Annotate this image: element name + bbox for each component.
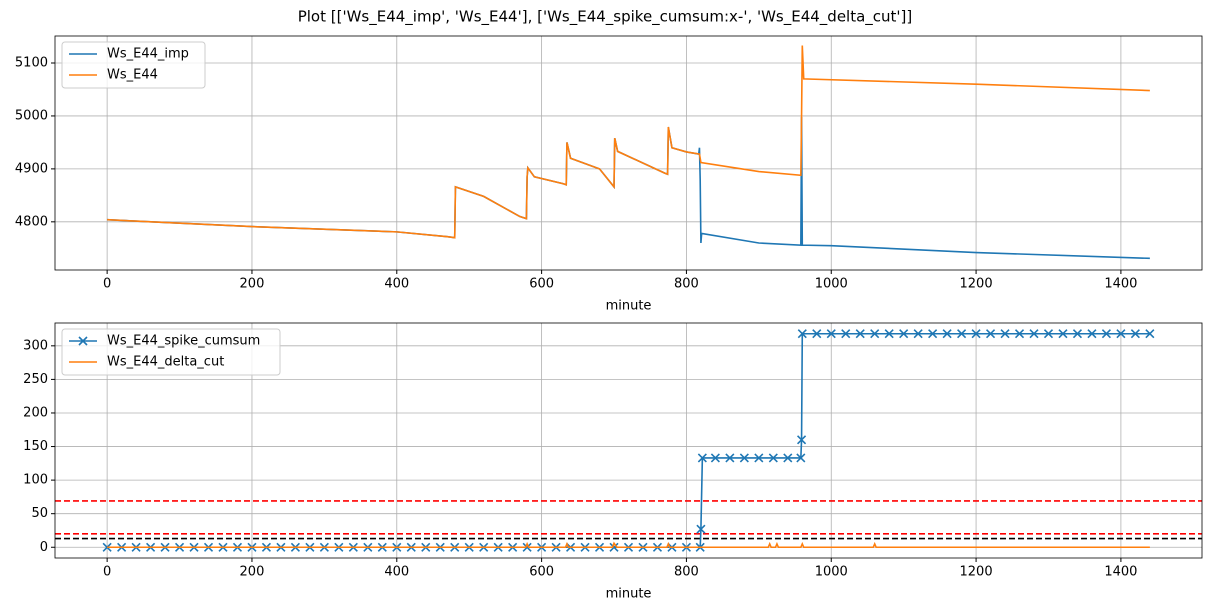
y-tick-label: 0 xyxy=(40,540,48,555)
marker xyxy=(102,542,112,552)
marker xyxy=(1101,329,1111,339)
axes-frame xyxy=(54,322,1203,559)
axes-frame xyxy=(54,35,1203,271)
x-tick-label: 200 xyxy=(240,277,265,292)
marker xyxy=(942,329,952,339)
x-tick-label: 800 xyxy=(674,277,699,292)
x-tick-label: 600 xyxy=(529,277,554,292)
marker xyxy=(1043,329,1054,339)
marker xyxy=(812,329,822,339)
marker xyxy=(928,329,938,339)
marker xyxy=(697,453,707,463)
marker xyxy=(884,329,894,339)
x-tick-label: 1000 xyxy=(815,565,848,580)
y-tick-label: 5000 xyxy=(15,108,48,123)
marker xyxy=(1029,329,1039,339)
marker xyxy=(1116,329,1126,339)
marker xyxy=(609,542,619,552)
marker xyxy=(783,453,793,463)
x-tick-label: 0 xyxy=(103,277,111,292)
marker xyxy=(841,329,851,339)
marker xyxy=(696,524,706,534)
marker xyxy=(913,329,923,339)
x-tick-label: 800 xyxy=(674,565,699,580)
marker xyxy=(971,329,981,339)
x-tick-label: 1400 xyxy=(1104,277,1137,292)
marker xyxy=(522,542,532,552)
marker xyxy=(725,453,735,463)
x-tick-label: 400 xyxy=(384,277,409,292)
y-tick-label: 250 xyxy=(23,372,48,387)
y-tick-label: 4800 xyxy=(15,214,48,229)
marker xyxy=(1087,329,1097,339)
marker xyxy=(797,329,807,339)
series-line xyxy=(107,45,1150,239)
series-line xyxy=(107,116,1150,260)
marker xyxy=(899,329,909,339)
legend-label: Ws_E44_spike_cumsum xyxy=(107,334,260,349)
marker xyxy=(1130,329,1140,339)
legend-label: Ws_E44_imp xyxy=(107,47,189,62)
x-tick-label: 600 xyxy=(529,565,554,580)
legend-marker xyxy=(78,336,88,346)
marker xyxy=(768,453,778,463)
marker xyxy=(1145,329,1155,339)
y-tick-label: 200 xyxy=(23,405,48,420)
legend-label: Ws_E44_delta_cut xyxy=(107,355,224,370)
x-tick-label: 200 xyxy=(240,565,265,580)
marker xyxy=(855,329,865,339)
legend-box xyxy=(61,328,281,376)
y-tick-label: 4900 xyxy=(15,161,48,176)
x-tick-label: 1200 xyxy=(960,565,993,580)
x-tick-label: 1000 xyxy=(815,277,848,292)
series-line xyxy=(107,541,1150,549)
y-tick-label: 100 xyxy=(23,473,48,488)
y-tick-label: 5100 xyxy=(15,56,48,71)
marker xyxy=(985,329,996,339)
marker xyxy=(710,453,720,463)
marker xyxy=(957,329,967,339)
x-tick-label: 400 xyxy=(384,565,409,580)
marker xyxy=(1014,329,1025,339)
y-tick-label: 300 xyxy=(23,338,48,353)
y-tick-label: 150 xyxy=(23,439,48,454)
x-tick-label: 1400 xyxy=(1104,565,1137,580)
x-axis-label: minute xyxy=(606,587,652,602)
marker xyxy=(796,453,806,463)
marker xyxy=(1072,329,1083,339)
marker xyxy=(826,329,836,339)
marker xyxy=(739,453,749,463)
x-tick-label: 0 xyxy=(103,565,111,580)
marker xyxy=(870,329,880,339)
x-axis-label: minute xyxy=(606,299,652,314)
legend-label: Ws_E44 xyxy=(107,68,158,83)
marker xyxy=(1058,329,1068,339)
marker xyxy=(754,453,764,463)
legend-box xyxy=(61,41,206,89)
marker xyxy=(796,435,807,445)
x-tick-label: 1200 xyxy=(960,277,993,292)
figure-title: Plot [['Ws_E44_imp', 'Ws_E44'], ['Ws_E44… xyxy=(298,8,913,27)
marker xyxy=(1000,329,1010,339)
y-tick-label: 50 xyxy=(31,506,48,521)
